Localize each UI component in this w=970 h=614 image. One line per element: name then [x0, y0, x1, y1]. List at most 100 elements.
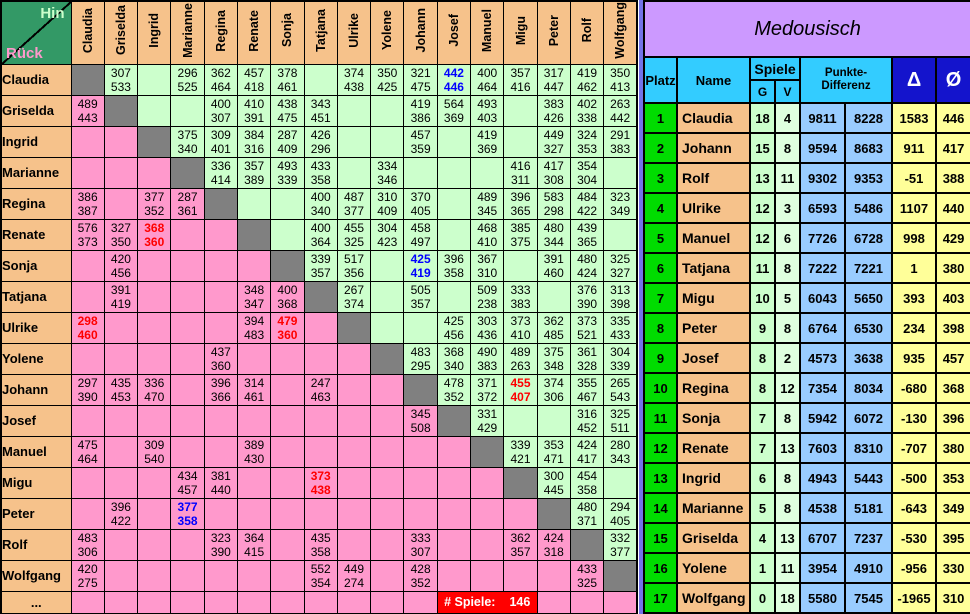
rank-delta[interactable]: 935 [891, 342, 937, 374]
rank-name[interactable]: Ulrike [676, 192, 751, 224]
rank-losses[interactable]: 5 [774, 282, 801, 314]
matrix-cell-rolf-claudia[interactable]: 483 306 [70, 528, 105, 561]
rank-points-for[interactable]: 4573 [799, 342, 846, 374]
rank-wins[interactable]: 12 [749, 222, 776, 254]
matrix-cell-ingrid-migu[interactable] [503, 125, 538, 158]
matrix-cell-josef-griselda[interactable] [103, 404, 139, 437]
matrix-cell-regina-johann[interactable]: 370 405 [403, 187, 438, 220]
matrix-cell-marianne-migu[interactable]: 416 311 [503, 156, 538, 189]
matrix-cell-regina-rolf[interactable]: 484 422 [569, 187, 605, 220]
rank-name[interactable]: Regina [676, 372, 751, 404]
matrix-cell-yolene-rolf[interactable]: 361 328 [569, 342, 605, 375]
matrix-cell-migu-griselda[interactable] [103, 466, 139, 499]
corner-cell[interactable]: Hin Rück [0, 0, 72, 65]
row-header-marianne[interactable]: Marianne [0, 156, 72, 189]
matrix-cell-marianne-sonja[interactable]: 493 339 [270, 156, 305, 189]
rank-name[interactable]: Manuel [676, 222, 751, 254]
matrix-cell-tatjana-josef[interactable] [436, 280, 472, 313]
matrix-cell-sonja-johann[interactable]: 425 419 [403, 249, 438, 282]
diagonal-cell[interactable] [503, 466, 538, 499]
matrix-cell-yolene-manuel[interactable]: 490 383 [470, 342, 505, 375]
matrix-cell-tatjana-sonja[interactable]: 400 368 [270, 280, 305, 313]
matrix-cell-regina-sonja[interactable] [270, 187, 305, 220]
diagonal-cell[interactable] [536, 497, 571, 530]
matrix-cell-peter-ingrid[interactable] [137, 497, 172, 530]
matrix-cell-sonja-claudia[interactable] [70, 249, 105, 282]
col-header-marianne[interactable]: Marianne [170, 0, 205, 65]
matrix-cell-ingrid-claudia[interactable] [70, 125, 105, 158]
matrix-cell-yolene-wolfgang[interactable]: 304 339 [603, 342, 638, 375]
matrix-cell-tatjana-ulrike[interactable]: 267 374 [336, 280, 372, 313]
matrix-cell-johann-regina[interactable]: 396 366 [203, 373, 238, 406]
rank-wins[interactable]: 7 [749, 432, 776, 464]
matrix-cell-manuel-renate[interactable]: 389 430 [236, 435, 272, 468]
matrix-cell-yolene-marianne[interactable] [170, 342, 205, 375]
matrix-cell-claudia-wolfgang[interactable]: 350 413 [603, 63, 638, 96]
matrix-cell-yolene-sonja[interactable] [270, 342, 305, 375]
matrix-cell-peter-rolf[interactable]: 480 371 [569, 497, 605, 530]
matrix-cell-peter-ulrike[interactable] [336, 497, 372, 530]
rank-points-against[interactable]: 7545 [844, 582, 893, 614]
matrix-cell-claudia-josef[interactable]: 442 446 [436, 63, 472, 96]
rank-name[interactable]: Ingrid [676, 462, 751, 494]
rank-points-for[interactable]: 7222 [799, 252, 846, 284]
col-header-johann[interactable]: Johann [403, 0, 438, 65]
matrix-cell-wolfgang-marianne[interactable] [170, 559, 205, 592]
matrix-cell-griselda-regina[interactable]: 400 307 [203, 94, 238, 127]
matrix-cell-ulrike-marianne[interactable] [170, 311, 205, 344]
diagonal-cell[interactable] [436, 404, 472, 437]
matrix-cell-tatjana-wolfgang[interactable]: 313 398 [603, 280, 638, 313]
rank-points-against[interactable]: 6728 [844, 222, 893, 254]
matrix-cell-griselda-migu[interactable] [503, 94, 538, 127]
matrix-cell-rest[interactable] [303, 590, 338, 614]
matrix-cell-wolfgang-griselda[interactable] [103, 559, 139, 592]
diagonal-cell[interactable] [603, 559, 638, 592]
matrix-cell-regina-claudia[interactable]: 386 387 [70, 187, 105, 220]
matrix-cell-johann-renate[interactable]: 314 461 [236, 373, 272, 406]
matrix-cell-josef-migu[interactable] [503, 404, 538, 437]
matrix-cell-rest[interactable] [536, 590, 571, 614]
matrix-cell-ulrike-renate[interactable]: 394 483 [236, 311, 272, 344]
rank-losses[interactable]: 8 [774, 462, 801, 494]
rank-losses[interactable]: 8 [774, 132, 801, 164]
rank-losses[interactable]: 11 [774, 552, 801, 584]
rank-place[interactable]: 6 [643, 252, 678, 284]
matrix-cell-rolf-renate[interactable]: 364 415 [236, 528, 272, 561]
col-header-regina[interactable]: Regina [203, 0, 238, 65]
matrix-cell-peter-johann[interactable] [403, 497, 438, 530]
matrix-cell-rest[interactable] [270, 590, 305, 614]
rank-delta[interactable]: -680 [891, 372, 937, 404]
rank-wins[interactable]: 0 [749, 582, 776, 614]
matrix-cell-regina-marianne[interactable]: 287 361 [170, 187, 205, 220]
rank-wins[interactable]: 1 [749, 552, 776, 584]
matrix-cell-ingrid-regina[interactable]: 309 401 [203, 125, 238, 158]
matrix-cell-tatjana-migu[interactable]: 333 383 [503, 280, 538, 313]
matrix-cell-renate-johann[interactable]: 458 497 [403, 218, 438, 251]
rank-delta[interactable]: 1 [891, 252, 937, 284]
matrix-cell-griselda-manuel[interactable]: 493 403 [470, 94, 505, 127]
matrix-cell-ingrid-josef[interactable] [436, 125, 472, 158]
matrix-cell-ingrid-griselda[interactable] [103, 125, 139, 158]
matrix-cell-migu-yolene[interactable] [370, 466, 405, 499]
matrix-cell-rolf-peter[interactable]: 424 318 [536, 528, 571, 561]
rank-points-for[interactable]: 6593 [799, 192, 846, 224]
rank-average[interactable]: 349 [934, 492, 970, 524]
matrix-cell-regina-wolfgang[interactable]: 323 349 [603, 187, 638, 220]
matrix-cell-migu-tatjana[interactable]: 373 438 [303, 466, 338, 499]
matrix-cell-marianne-tatjana[interactable]: 433 358 [303, 156, 338, 189]
rank-average[interactable]: 396 [934, 402, 970, 434]
matrix-cell-renate-ingrid[interactable]: 368 360 [137, 218, 172, 251]
matrix-cell-rolf-regina[interactable]: 323 390 [203, 528, 238, 561]
row-header-sonja[interactable]: Sonja [0, 249, 72, 282]
matrix-cell-griselda-josef[interactable]: 564 369 [436, 94, 472, 127]
matrix-cell-wolfgang-claudia[interactable]: 420 275 [70, 559, 105, 592]
rank-losses[interactable]: 8 [774, 312, 801, 344]
matrix-cell-griselda-claudia[interactable]: 489 443 [70, 94, 105, 127]
matrix-cell-renate-griselda[interactable]: 327 350 [103, 218, 139, 251]
matrix-cell-migu-marianne[interactable]: 434 457 [170, 466, 205, 499]
matrix-cell-wolfgang-ulrike[interactable]: 449 274 [336, 559, 372, 592]
col-header-ulrike[interactable]: Ulrike [336, 0, 372, 65]
matrix-cell-peter-yolene[interactable] [370, 497, 405, 530]
rank-name[interactable]: Tatjana [676, 252, 751, 284]
rank-delta[interactable]: 234 [891, 312, 937, 344]
